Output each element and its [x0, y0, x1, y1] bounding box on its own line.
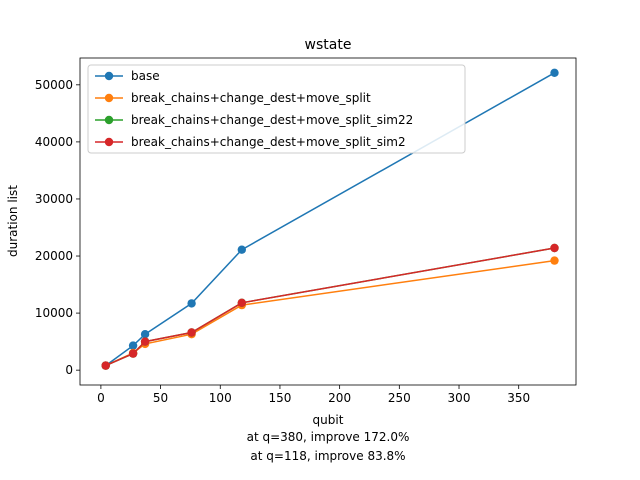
y-tick-label-4: 40000: [35, 135, 73, 149]
data-point-0-4: [237, 245, 246, 254]
y-tick-label-2: 20000: [35, 249, 73, 263]
legend-marker-3: [104, 137, 114, 147]
y-tick-label-0: 0: [65, 363, 73, 377]
data-point-3-5: [550, 243, 559, 253]
x-tick-label-1: 50: [153, 391, 168, 405]
legend-marker-0: [104, 71, 114, 81]
legend-label-0: base: [131, 69, 160, 83]
y-tick-label-5: 50000: [35, 78, 73, 92]
x-tick-label-7: 350: [507, 391, 530, 405]
data-point-0-2: [140, 330, 150, 339]
data-point-3-3: [187, 328, 196, 337]
series-line-3: [105, 247, 555, 367]
axes-frame: [79, 57, 577, 386]
data-point-0-3: [187, 299, 196, 308]
data-point-1-5: [550, 256, 559, 265]
series-layer: [101, 68, 559, 370]
legend-label-2: break_chains+change_dest+move_split_sim2…: [131, 113, 413, 127]
chart-title: wstate: [305, 37, 352, 53]
legend-label-1: break_chains+change_dest+move_split: [131, 91, 371, 105]
x-tick-label-2: 100: [209, 391, 232, 405]
data-point-0-5: [550, 68, 559, 78]
legend-marker-1: [104, 93, 114, 103]
legend-label-3: break_chains+change_dest+move_split_sim2: [131, 135, 406, 149]
annotation-q118: at q=118, improve 83.8%: [250, 449, 405, 463]
x-tick-label-5: 250: [388, 391, 411, 405]
data-point-3-0: [101, 361, 110, 370]
data-point-3-1: [128, 349, 138, 358]
legend-item-0: base: [95, 69, 160, 83]
x-tick-label-3: 150: [268, 391, 291, 405]
legend-item-3: break_chains+change_dest+move_split_sim2: [95, 135, 406, 149]
x-axis-label: qubit: [313, 413, 344, 427]
axes: [79, 57, 577, 386]
data-point-3-2: [140, 337, 150, 346]
ticks: 0 50 100 150 200 250 300 350 0 10000 20000 30000 400…: [35, 78, 530, 405]
annotation-q380: at q=380, improve 172.0%: [247, 430, 410, 444]
legend-item-2: break_chains+change_dest+move_split_sim2…: [95, 113, 413, 127]
series-3: [101, 243, 559, 370]
legend-box: [87, 64, 466, 154]
y-tick-label-3: 30000: [35, 192, 73, 206]
data-point-3-4: [237, 298, 246, 307]
series-line-0: [105, 72, 555, 367]
y-axis-label: duration list: [6, 185, 20, 257]
data-point-0-1: [128, 341, 138, 350]
x-tick-label-6: 300: [448, 391, 471, 405]
legend-marker-2: [104, 115, 114, 125]
x-tick-label-0: 0: [97, 391, 105, 405]
x-tick-label-4: 200: [328, 391, 351, 405]
y-tick-label-1: 10000: [35, 306, 73, 320]
legend-item-1: break_chains+change_dest+move_split: [95, 91, 371, 105]
legend: base break_chains+change_dest+move_splitb…: [87, 64, 466, 154]
